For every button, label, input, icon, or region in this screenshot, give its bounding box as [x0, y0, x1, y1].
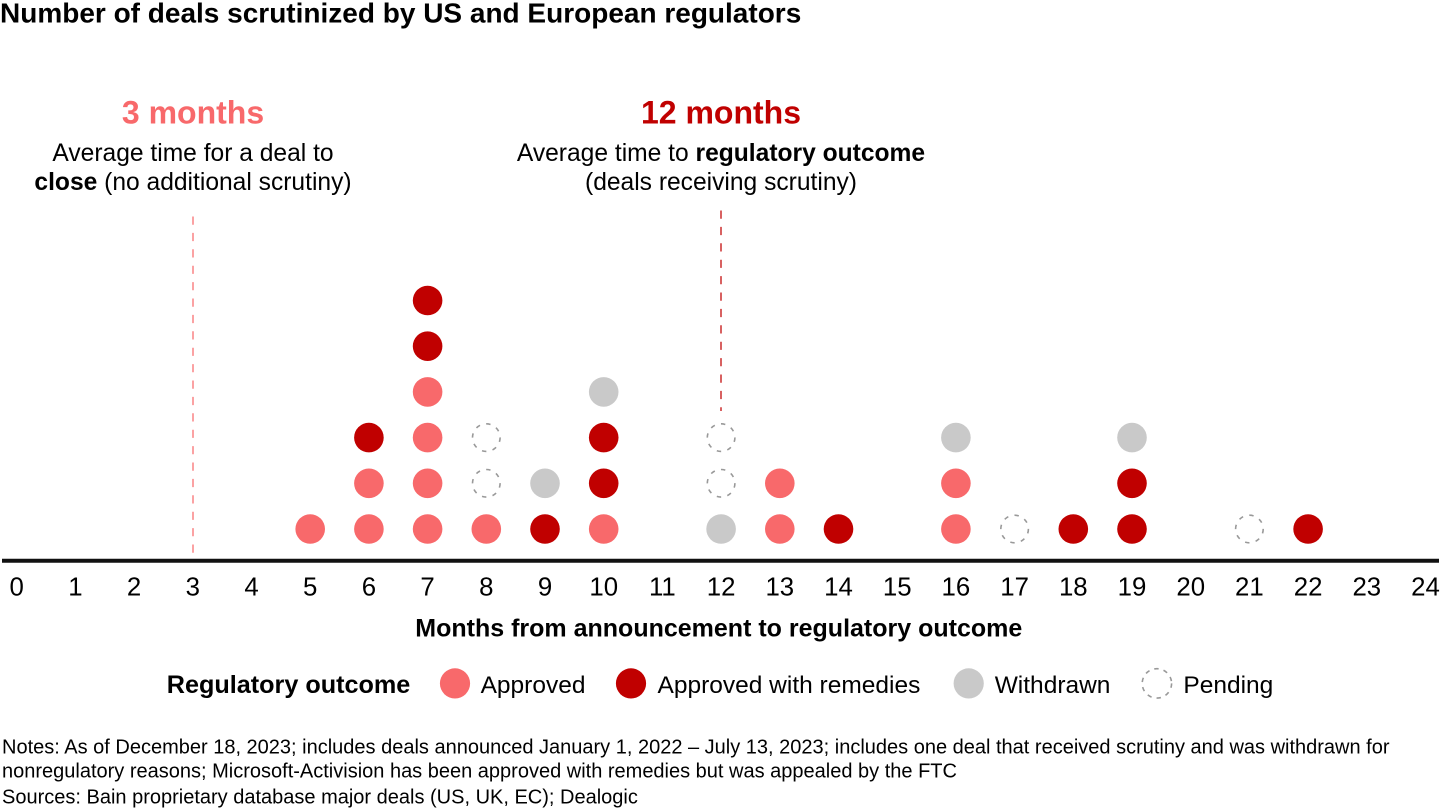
svg-text:6: 6	[362, 574, 376, 602]
svg-text:1: 1	[68, 574, 82, 602]
svg-text:14: 14	[824, 574, 853, 602]
svg-text:Approved: Approved	[481, 672, 586, 699]
svg-text:Months from announcement to re: Months from announcement to regulatory o…	[415, 615, 1022, 643]
svg-text:15: 15	[883, 574, 912, 602]
svg-text:Withdrawn: Withdrawn	[995, 672, 1111, 699]
svg-text:9: 9	[538, 574, 552, 602]
svg-text:12 months: 12 months	[641, 95, 801, 131]
svg-text:18: 18	[1059, 574, 1088, 602]
svg-text:Sources: Bain proprietary data: Sources: Bain proprietary database major…	[2, 787, 638, 809]
svg-text:21: 21	[1235, 574, 1264, 602]
svg-text:12: 12	[707, 574, 736, 602]
svg-text:4: 4	[244, 574, 258, 602]
svg-text:Average time for a deal to: Average time for a deal to	[52, 140, 333, 167]
svg-text:7: 7	[420, 574, 434, 602]
svg-text:16: 16	[942, 574, 971, 602]
svg-text:20: 20	[1176, 574, 1205, 602]
svg-text:11: 11	[649, 574, 676, 602]
svg-text:24: 24	[1411, 574, 1440, 602]
svg-text:Notes: As of December 18, 2023: Notes: As of December 18, 2023; includes…	[2, 737, 1390, 759]
svg-text:(deals receiving scrutiny): (deals receiving scrutiny)	[585, 169, 857, 196]
svg-text:close (no additional scrutiny): close (no additional scrutiny)	[34, 169, 351, 196]
svg-text:Pending: Pending	[1183, 672, 1273, 699]
svg-text:Approved with remedies: Approved with remedies	[658, 672, 921, 699]
svg-text:Regulatory outcome: Regulatory outcome	[167, 671, 411, 699]
svg-text:19: 19	[1118, 574, 1147, 602]
svg-text:23: 23	[1352, 574, 1381, 602]
svg-text:22: 22	[1294, 574, 1323, 602]
svg-text:3 months: 3 months	[122, 95, 264, 131]
svg-text:17: 17	[1000, 574, 1029, 602]
svg-text:Average time to regulatory out: Average time to regulatory outcome	[517, 140, 925, 167]
svg-text:0: 0	[10, 574, 24, 602]
svg-text:13: 13	[765, 574, 794, 602]
svg-text:5: 5	[303, 574, 317, 602]
svg-text:10: 10	[589, 574, 618, 602]
svg-text:3: 3	[186, 574, 200, 602]
svg-text:8: 8	[479, 574, 493, 602]
svg-text:Number of deals scrutinized by: Number of deals scrutinized by US and Eu…	[0, 0, 801, 29]
svg-text:2: 2	[127, 574, 141, 602]
svg-text:nonregulatory reasons; Microso: nonregulatory reasons; Microsoft-Activis…	[2, 761, 957, 783]
